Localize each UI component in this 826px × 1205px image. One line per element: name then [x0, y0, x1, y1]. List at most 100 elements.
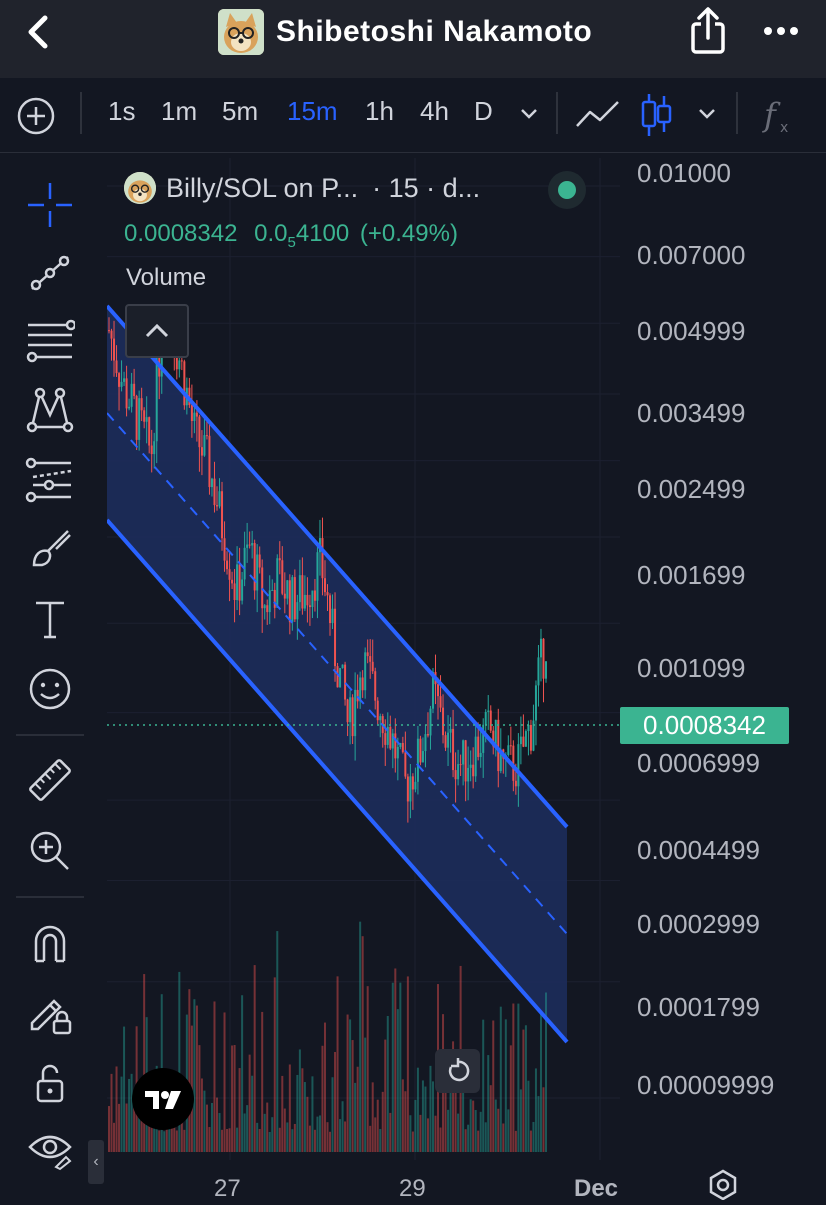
candle-body [223, 538, 226, 561]
eye-icon [28, 1135, 72, 1171]
toolbar-divider [736, 92, 738, 134]
reset-chart-button[interactable] [435, 1049, 480, 1093]
more-button[interactable] [760, 12, 804, 48]
candle-body [509, 745, 512, 747]
share-button[interactable] [686, 6, 730, 56]
candle-body [539, 638, 542, 658]
prediction-tool[interactable] [22, 454, 78, 504]
volume-bar [198, 1045, 201, 1152]
timeframe-1m[interactable]: 1m [161, 96, 198, 126]
candle-body [419, 738, 422, 763]
back-button[interactable] [18, 10, 58, 54]
candle-body [193, 412, 196, 422]
candle-body [369, 656, 372, 662]
timeframe-dropdown[interactable] [516, 100, 542, 126]
volume-bar [123, 1026, 126, 1152]
timeframe-4h[interactable]: 4h [420, 96, 449, 126]
candle-body [396, 746, 399, 759]
candle-body [313, 590, 316, 601]
timeframe-1s[interactable]: 1s [108, 96, 136, 126]
timeframe-d[interactable]: D [474, 96, 493, 126]
lock-drawings-tool[interactable] [22, 988, 78, 1038]
market-status-indicator[interactable] [548, 171, 586, 209]
settings-button[interactable] [703, 1168, 743, 1201]
chart-type-dropdown[interactable] [694, 100, 720, 126]
candle-body [444, 735, 447, 748]
volume-bar [354, 1082, 357, 1152]
trend-line-tool[interactable] [22, 248, 78, 298]
volume-bar [414, 1099, 417, 1152]
timeframe-15m[interactable]: 15m [287, 96, 338, 126]
chevron-left-icon: ‹ [93, 1153, 99, 1170]
volume-bar [462, 1090, 465, 1152]
candle-body [278, 558, 281, 561]
volume-bar [429, 1065, 432, 1152]
candle-body [482, 724, 485, 753]
volume-bar [376, 1099, 379, 1152]
line-chart-button[interactable] [574, 96, 622, 136]
volume-bar [359, 921, 362, 1152]
emoji-tool[interactable] [22, 664, 78, 714]
volume-bar [208, 1127, 211, 1152]
candle-body [286, 580, 289, 599]
candles-chart-button[interactable] [638, 92, 674, 138]
page-title: Shibetoshi Nakamoto [276, 15, 593, 48]
fib-retracement-tool[interactable] [22, 316, 78, 366]
ruler-tool[interactable] [22, 756, 78, 806]
volume-bar [406, 976, 409, 1152]
zoom-in-tool[interactable] [22, 826, 78, 876]
price-axis-label: 0.002499 [637, 474, 746, 504]
volume-bar [421, 1080, 424, 1152]
collapse-legend-button[interactable] [125, 304, 189, 358]
price-axis-label: 0.0006999 [637, 748, 760, 778]
chart-toolbar [0, 78, 826, 153]
volume-bar [527, 1080, 530, 1152]
unlock-icon [36, 1064, 64, 1103]
hide-drawings-tool[interactable] [22, 1122, 78, 1172]
brush-tool[interactable] [22, 524, 78, 574]
add-symbol-button[interactable] [16, 96, 56, 136]
volume-bar [258, 1129, 261, 1152]
svg-text:x: x [780, 120, 788, 136]
candle-body [529, 725, 532, 751]
volume-bar [356, 1066, 359, 1152]
volume-bar [384, 1039, 387, 1152]
drawing-tools-panel [0, 158, 100, 1200]
candle-body [281, 560, 284, 594]
candle-body [198, 416, 201, 448]
candle-body [497, 719, 500, 772]
price-chart[interactable] [107, 158, 826, 1200]
volume-bar [153, 1122, 156, 1152]
tradingview-logo[interactable] [132, 1068, 194, 1130]
magnet-tool[interactable] [22, 918, 78, 968]
volume-bar [301, 1068, 304, 1152]
volume-bar [389, 1112, 392, 1152]
text-tool[interactable] [22, 594, 78, 644]
volume-bar [509, 1045, 512, 1152]
collapse-panel-button[interactable]: ‹ [88, 1140, 104, 1184]
chart-legend[interactable]: Billy/SOL on P... · 15 · d... [124, 172, 480, 204]
indicators-button[interactable]: f x [760, 92, 800, 138]
volume-bar [524, 1025, 527, 1152]
volume-bar [396, 1009, 399, 1152]
timeframe-5m[interactable]: 5m [222, 96, 259, 126]
volume-bar [281, 1075, 284, 1152]
lock-tool[interactable] [22, 1058, 78, 1108]
volume-bar [298, 1049, 301, 1152]
pattern-tool[interactable] [22, 384, 78, 434]
candle-body [514, 780, 517, 787]
volume-bar [542, 1087, 545, 1152]
crosshair-tool[interactable] [22, 180, 78, 230]
price-axis-label: 0.0002999 [637, 909, 760, 939]
header-bar [0, 0, 826, 78]
volume-bar [188, 989, 191, 1152]
volume-label[interactable]: Volume [126, 264, 207, 291]
candle-body [545, 661, 547, 679]
volume-bar [313, 1129, 316, 1152]
volume-bar [221, 1129, 224, 1152]
timeframe-1h[interactable]: 1h [365, 96, 394, 126]
volume-bar [226, 1129, 229, 1152]
channel-upper-line[interactable] [107, 304, 569, 829]
channel-lower-line[interactable] [107, 518, 569, 1044]
volume-bar [519, 1089, 522, 1152]
